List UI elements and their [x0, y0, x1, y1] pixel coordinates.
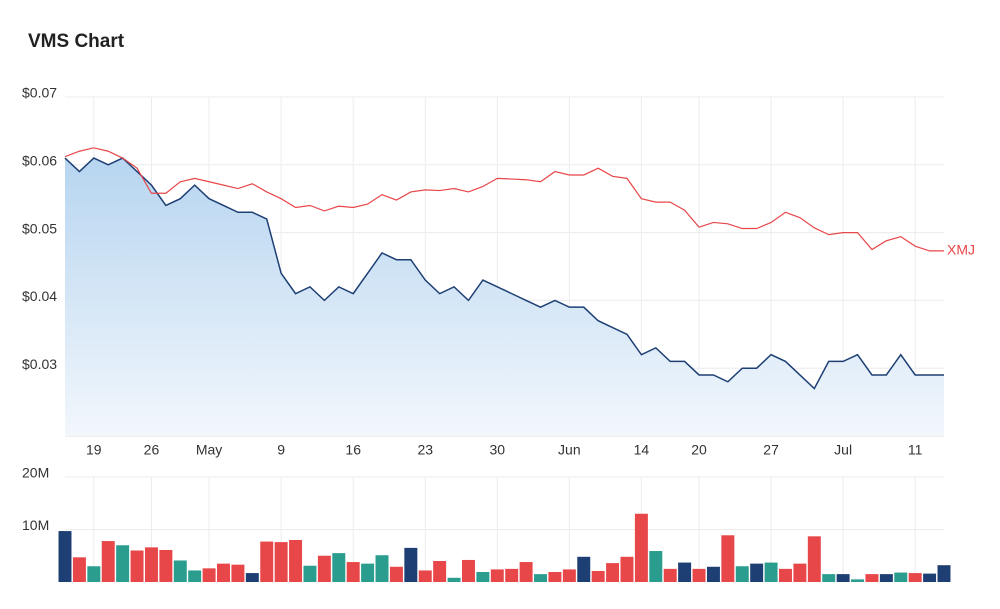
- volume-bar: [375, 555, 389, 582]
- volume-bar: [260, 541, 274, 582]
- volume-bar: [461, 559, 475, 582]
- volume-bar: [159, 549, 173, 582]
- volume-bar: [706, 566, 720, 582]
- volume-bar: [332, 553, 346, 582]
- volume-bar: [144, 547, 158, 582]
- volume-bar: [404, 547, 418, 582]
- x-tick-label: 27: [763, 442, 779, 458]
- y-tick-label: $0.05: [22, 220, 57, 236]
- volume-bar: [649, 551, 663, 582]
- volume-bar: [231, 564, 245, 582]
- volume-bar: [663, 568, 677, 582]
- volume-bar: [735, 566, 749, 582]
- volume-bar: [433, 561, 447, 582]
- y-tick-label: 10M: [22, 517, 49, 533]
- x-tick-label: 19: [86, 442, 102, 458]
- x-tick-label: 30: [490, 442, 506, 458]
- volume-bar: [58, 531, 72, 582]
- volume-bar: [750, 563, 764, 582]
- volume-bar: [692, 568, 706, 582]
- volume-bar: [634, 513, 648, 582]
- volume-bar: [418, 570, 432, 582]
- volume-bar: [274, 542, 288, 582]
- volume-bar: [217, 563, 230, 582]
- series-label: XMJ: [947, 242, 975, 258]
- volume-bar: [807, 536, 821, 582]
- line: [64, 147, 944, 252]
- volume-bar: [937, 565, 951, 582]
- volume-bar: [303, 565, 317, 582]
- volume-bar: [245, 573, 259, 582]
- volume-bar: [87, 566, 101, 582]
- volume-bar: [894, 572, 908, 582]
- volume-bar: [822, 574, 836, 582]
- volume-bar: [519, 562, 533, 582]
- volume-bar: [620, 556, 634, 582]
- x-tick-label: 16: [345, 442, 361, 458]
- volume-bar: [188, 570, 202, 582]
- volume-bar: [72, 557, 86, 582]
- x-tick-label: 20: [691, 442, 707, 458]
- volume-bar: [793, 563, 807, 582]
- volume-bar: [389, 566, 403, 582]
- volume-bar: [606, 563, 620, 582]
- volume-bar: [130, 550, 144, 582]
- volume-bar: [879, 574, 893, 582]
- x-tick-label: Jun: [558, 442, 581, 458]
- x-tick-label: 23: [417, 442, 433, 458]
- volume-bar: [764, 562, 778, 582]
- volume-bar: [591, 570, 605, 582]
- line: [64, 157, 944, 390]
- volume-bar: [577, 556, 591, 582]
- x-tick-label: 14: [634, 442, 650, 458]
- x-tick-label: May: [196, 442, 222, 458]
- volume-bar: [101, 541, 115, 582]
- y-tick-label: $0.07: [22, 85, 57, 101]
- volume-bar: [346, 562, 360, 582]
- volume-bar: [505, 568, 519, 582]
- volume-bar: [562, 569, 576, 582]
- volume-bar: [476, 572, 490, 582]
- volume-bar: [490, 569, 504, 582]
- volume-bar: [534, 574, 548, 582]
- x-tick-label: 9: [277, 442, 285, 458]
- area: [65, 158, 944, 436]
- volume-bar: [923, 573, 937, 582]
- chart-title: VMS Chart: [28, 31, 125, 52]
- y-tick-label: $0.04: [22, 288, 57, 304]
- y-tick-label: 20M: [22, 465, 49, 481]
- volume-bar: [908, 573, 922, 582]
- volume-bar: [289, 540, 303, 582]
- volume-bar: [678, 562, 692, 582]
- volume-bar: [851, 579, 865, 582]
- volume-bar: [202, 568, 216, 582]
- volume-bar: [447, 577, 461, 582]
- volume-bar: [779, 568, 792, 582]
- volume-bar: [116, 545, 130, 582]
- volume-bar: [721, 535, 735, 582]
- volume-bar: [548, 572, 562, 582]
- volume-bar: [317, 555, 331, 582]
- x-tick-label: Jul: [834, 442, 852, 458]
- volume-bar: [865, 574, 879, 582]
- volume-bar: [836, 574, 850, 582]
- x-tick-label: 11: [908, 442, 923, 458]
- volume-bar: [361, 563, 375, 582]
- x-tick-label: 26: [144, 442, 160, 458]
- y-tick-label: $0.06: [22, 153, 57, 169]
- volume-bar: [173, 560, 187, 582]
- y-tick-label: $0.03: [22, 356, 57, 372]
